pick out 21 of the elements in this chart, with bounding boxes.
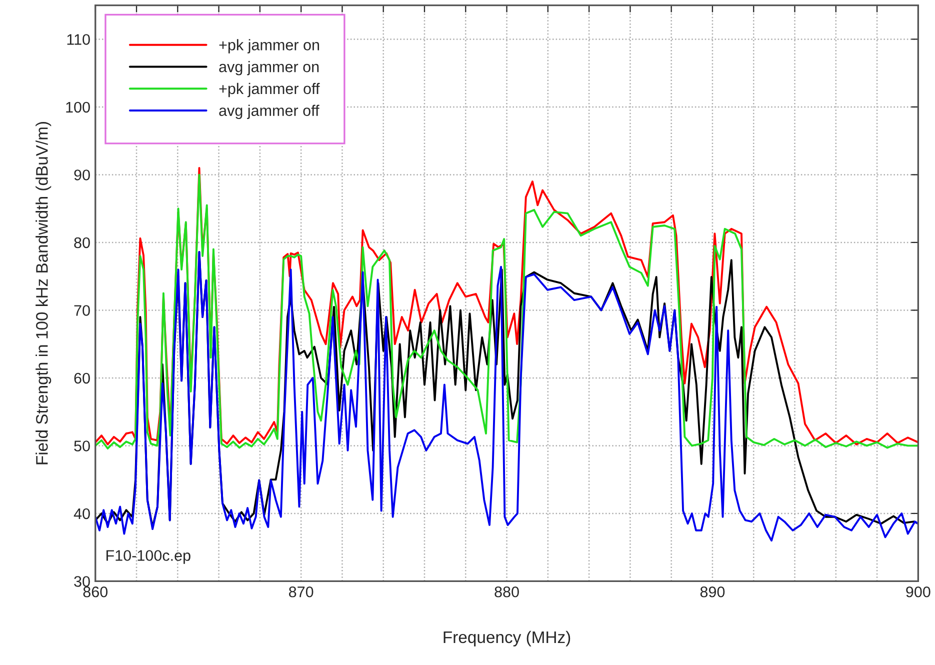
legend-label: avg jammer off — [219, 104, 320, 120]
legend-label: avg jammer on — [219, 61, 319, 76]
x-tick-label: 870 — [288, 586, 314, 598]
x-tick-label: 880 — [494, 586, 519, 598]
annotation: F10-100c.ep — [106, 550, 190, 564]
x-tick-label: 890 — [700, 586, 725, 598]
y-axis-title: Field Strength in 100 kHz Bandwidth (dBuV/m) — [36, 122, 52, 464]
y-tick-label: 110 — [67, 34, 90, 45]
y-tick-label: 60 — [74, 372, 90, 384]
y-tick-label: 40 — [74, 508, 90, 520]
y-tick-label: 50 — [74, 440, 90, 452]
y-tick-label: 90 — [74, 170, 90, 180]
y-tick-label: 80 — [74, 237, 90, 248]
legend-label: +pk jammer off — [219, 82, 320, 98]
legend-label: +pk jammer on — [219, 39, 320, 54]
x-tick-label: 860 — [83, 586, 108, 598]
y-tick-label: 70 — [74, 305, 90, 316]
y-tick-label: 100 — [66, 102, 90, 113]
y-tick-label: 30 — [74, 576, 90, 587]
x-tick-label: 900 — [906, 586, 930, 598]
x-axis-title: Frequency (MHz) — [444, 630, 570, 646]
